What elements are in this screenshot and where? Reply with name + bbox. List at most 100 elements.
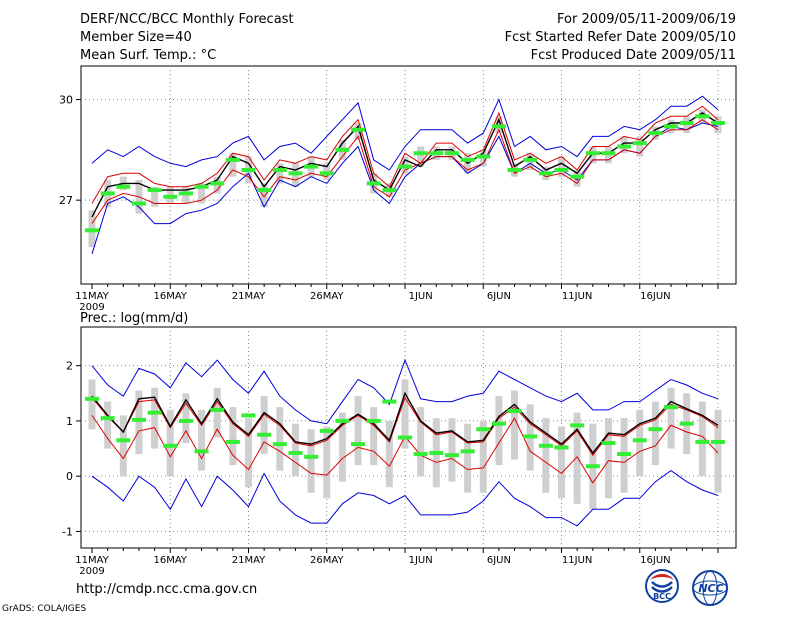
spread-box xyxy=(88,379,96,430)
spread-box xyxy=(417,146,425,167)
climatology-mark xyxy=(366,418,381,423)
source-url[interactable]: http://cmdp.ncc.cma.gov.cn xyxy=(76,582,258,597)
climatology-mark xyxy=(131,201,146,206)
spread-box xyxy=(198,409,206,471)
climatology-mark xyxy=(585,151,600,156)
spread-box xyxy=(464,423,472,493)
climatology-mark xyxy=(679,421,694,426)
climatology-mark xyxy=(335,147,350,152)
spread-box xyxy=(714,409,722,493)
spread-box xyxy=(417,407,425,477)
spread-box xyxy=(104,401,112,449)
y-tick-label: 27 xyxy=(59,194,73,207)
spread-box xyxy=(291,423,299,477)
climatology-mark xyxy=(429,151,444,156)
spread-box xyxy=(338,412,346,482)
series-line-ens_high xyxy=(91,105,719,204)
x-tick-label: 26MAY xyxy=(310,555,344,566)
x-tick-label: 1JUN xyxy=(409,555,433,566)
spread-box xyxy=(698,401,706,477)
climatology-mark xyxy=(335,418,350,423)
climatology-mark xyxy=(194,449,209,454)
climatology-mark xyxy=(507,167,522,172)
climatology-mark xyxy=(617,144,632,149)
x-tick-label: 11MAY xyxy=(75,291,109,302)
climatology-mark xyxy=(538,171,553,176)
climatology-mark xyxy=(695,114,710,119)
climatology-mark xyxy=(570,423,585,428)
climatology-mark xyxy=(695,439,710,444)
climatology-mark xyxy=(444,453,459,458)
climatology-mark xyxy=(554,445,569,450)
plot-frame xyxy=(80,326,737,549)
bcc-logo: BCC xyxy=(640,568,684,612)
climatology-mark xyxy=(523,434,538,439)
climatology-mark xyxy=(366,181,381,186)
climatology-mark xyxy=(398,164,412,169)
x-tick-label: 11JUN xyxy=(562,555,592,566)
x-tick-label: 21MAY xyxy=(232,291,266,302)
spread-box xyxy=(542,418,550,493)
climatology-mark xyxy=(147,188,162,193)
spread-box xyxy=(323,426,331,499)
plot-frame xyxy=(80,65,737,285)
climatology-mark xyxy=(460,157,475,162)
x-tick-year: 2009 xyxy=(79,566,104,577)
spread-box xyxy=(119,415,127,477)
spread-box xyxy=(636,409,644,477)
forecast-period: For 2009/05/11-2009/06/19 xyxy=(557,12,736,27)
x-tick-label: 16JUN xyxy=(640,291,670,302)
member-size: Member Size=40 xyxy=(80,30,192,45)
spread-box xyxy=(448,418,456,482)
spread-box xyxy=(636,136,644,157)
start-date: Fcst Started Refer Date 2009/05/10 xyxy=(504,30,736,45)
spread-box xyxy=(370,407,378,466)
spread-box xyxy=(276,407,284,471)
spread-box xyxy=(213,387,221,438)
climatology-mark xyxy=(241,413,256,418)
chart-title: DERF/NCC/BCC Monthly Forecast xyxy=(80,12,294,27)
climatology-mark xyxy=(100,416,115,421)
climatology-mark xyxy=(319,171,334,176)
spread-box xyxy=(354,396,362,466)
series-line-max xyxy=(91,95,719,171)
climatology-mark xyxy=(554,167,569,172)
spread-box xyxy=(198,183,206,204)
software-credit: GrADS: COLA/IGES xyxy=(2,604,87,614)
climatology-mark xyxy=(444,151,459,156)
spread-box xyxy=(245,418,252,488)
climatology-mark xyxy=(413,452,428,457)
prec-panel-label: Prec.: log(mm/d) xyxy=(80,311,188,326)
x-tick-label: 16MAY xyxy=(153,555,187,566)
spread-box xyxy=(151,186,159,207)
climatology-mark xyxy=(601,441,616,446)
climatology-mark xyxy=(585,464,600,469)
x-tick-label: 21MAY xyxy=(232,555,266,566)
y-tick-label: 2 xyxy=(66,360,73,373)
climatology-mark xyxy=(711,121,725,126)
y-tick-label: 30 xyxy=(59,94,73,107)
climatology-mark xyxy=(382,399,397,404)
climatology-mark xyxy=(319,428,334,433)
x-tick-label: 11JUN xyxy=(562,291,592,302)
climatology-mark xyxy=(131,417,146,422)
climatology-mark xyxy=(523,157,538,162)
series-line-ens_low xyxy=(91,119,719,224)
y-tick-label: -1 xyxy=(62,525,73,538)
produced-date: Fcst Produced Date 2009/05/11 xyxy=(530,48,736,63)
climatology-mark xyxy=(163,443,178,448)
climatology-mark xyxy=(632,438,647,443)
climatology-mark xyxy=(210,407,225,412)
spread-box xyxy=(260,183,268,207)
climatology-mark xyxy=(85,228,99,233)
ncc-logo-text: NCC xyxy=(698,582,723,595)
climatology-mark xyxy=(178,418,193,423)
climatology-mark xyxy=(413,151,428,156)
x-tick-label: 6JUN xyxy=(487,555,511,566)
climatology-mark xyxy=(382,188,397,193)
spread-box xyxy=(151,387,159,449)
spread-box xyxy=(651,401,659,466)
